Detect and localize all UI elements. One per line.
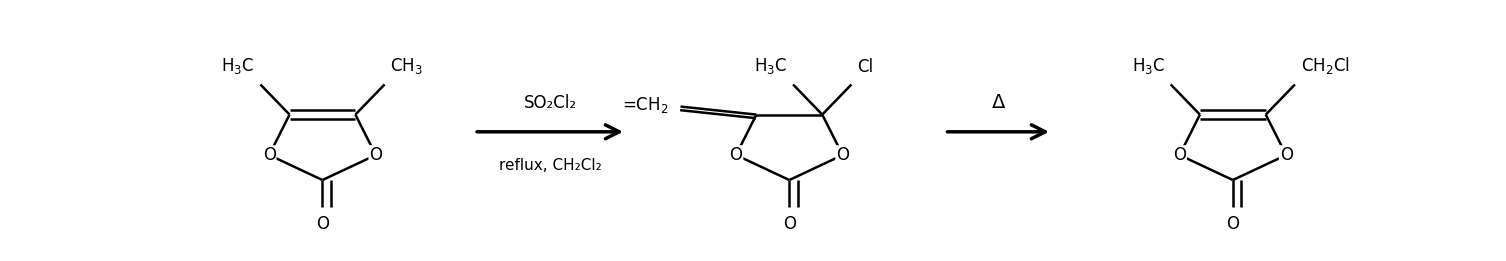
Text: reflux, CH₂Cl₂: reflux, CH₂Cl₂: [498, 158, 601, 173]
Text: O: O: [316, 215, 328, 233]
Text: O: O: [1280, 146, 1292, 164]
Text: H$_3$C: H$_3$C: [221, 56, 255, 76]
Text: H$_3$C: H$_3$C: [755, 56, 788, 76]
Text: CH$_2$Cl: CH$_2$Cl: [1301, 55, 1349, 76]
Text: =CH$_2$: =CH$_2$: [622, 94, 669, 115]
Text: CH$_3$: CH$_3$: [390, 56, 423, 76]
Text: O: O: [262, 146, 276, 164]
Text: O: O: [729, 146, 742, 164]
Text: O: O: [836, 146, 849, 164]
Text: H$_3$C: H$_3$C: [1131, 56, 1166, 76]
Text: Cl: Cl: [857, 58, 873, 76]
Text: O: O: [369, 146, 383, 164]
Text: O: O: [1173, 146, 1187, 164]
Text: O: O: [1226, 215, 1239, 233]
Text: SO₂Cl₂: SO₂Cl₂: [524, 94, 577, 112]
Text: $\Delta$: $\Delta$: [991, 93, 1006, 112]
Text: O: O: [783, 215, 795, 233]
